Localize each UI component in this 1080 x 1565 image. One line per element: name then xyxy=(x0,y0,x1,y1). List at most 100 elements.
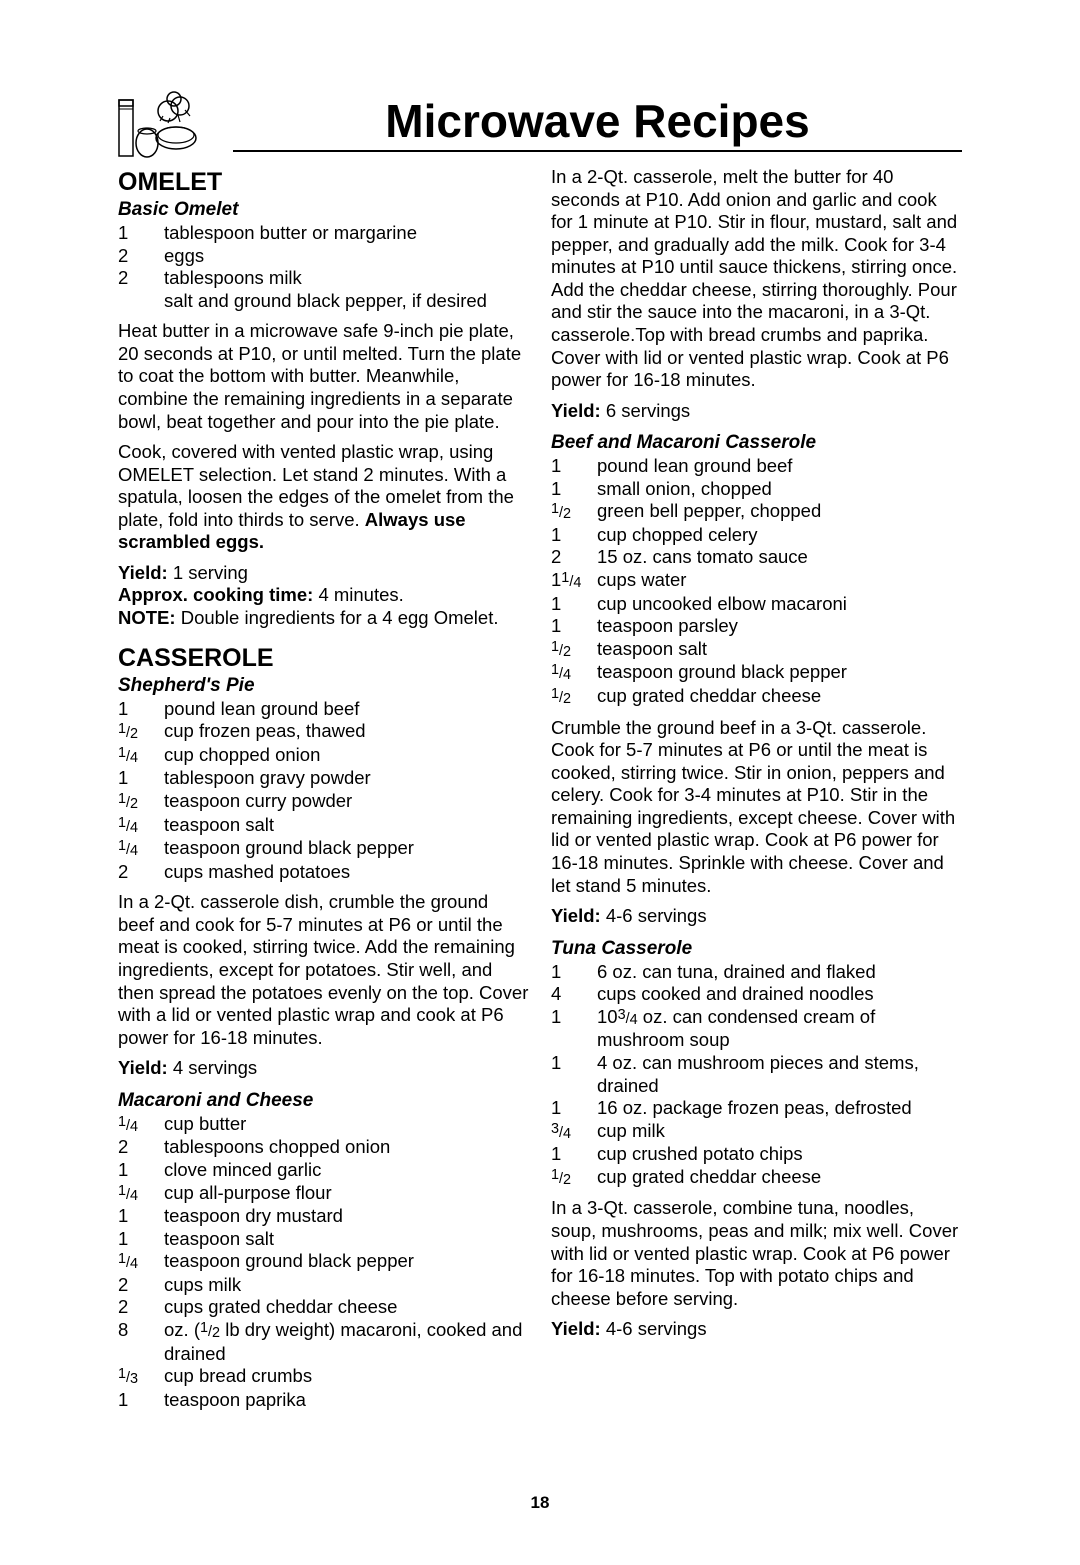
ingredient-qty: 2 xyxy=(118,267,164,290)
recipe-icon xyxy=(118,88,213,158)
ingredient-desc: cup butter xyxy=(164,1113,529,1137)
ingredient-qty: 1/4 xyxy=(118,814,164,838)
ingredient-desc: tablespoon butter or margarine xyxy=(164,222,529,245)
ingredient-desc: cups mashed potatoes xyxy=(164,861,529,884)
ingredient-row: 215 oz. cans tomato sauce xyxy=(551,546,962,569)
ingredient-desc: cups cooked and drained noodles xyxy=(597,983,962,1006)
ingredient-row: 16 oz. can tuna, drained and flaked xyxy=(551,961,962,984)
recipe-title-basic-omelet: Basic Omelet xyxy=(118,199,529,221)
ingredient-qty: 1 xyxy=(118,1205,164,1228)
ingredient-row: salt and ground black pepper, if desired xyxy=(118,290,529,313)
ingredient-qty: 11/4 xyxy=(551,569,597,593)
ingredient-row: 1/4teaspoon salt xyxy=(118,814,529,838)
ingredient-row: 1/4teaspoon ground black pepper xyxy=(118,1250,529,1274)
ingredients-beef: 1pound lean ground beef1small onion, cho… xyxy=(551,455,962,708)
ingredient-row: 14 oz. can mushroom pieces and stems, dr… xyxy=(551,1052,962,1097)
body-omelet-2: Cook, covered with vented plastic wrap, … xyxy=(118,441,529,554)
ingredient-desc: cup grated cheddar cheese xyxy=(597,1166,962,1190)
ingredient-desc: cup bread crumbs xyxy=(164,1365,529,1389)
ingredient-row: 2eggs xyxy=(118,245,529,268)
note-val: Double ingredients for a 4 egg Omelet. xyxy=(181,607,499,628)
ingredient-qty: 2 xyxy=(118,1274,164,1297)
ingredient-row: 1/4teaspoon ground black pepper xyxy=(551,661,962,685)
chapter-header: Microwave Recipes xyxy=(118,88,962,158)
body-shepherds: In a 2-Qt. casserole dish, crumble the g… xyxy=(118,891,529,1049)
ingredient-row: 2tablespoons milk xyxy=(118,267,529,290)
ingredient-row: 1/2green bell pepper, chopped xyxy=(551,500,962,524)
ingredient-qty: 1 xyxy=(551,961,597,984)
ingredient-desc: 103/4 oz. can condensed cream of mushroo… xyxy=(597,1006,962,1052)
ingredient-desc: teaspoon salt xyxy=(164,814,529,838)
ingredient-desc: teaspoon salt xyxy=(597,638,962,662)
approx-val: 4 minutes. xyxy=(318,584,403,605)
ingredient-qty: 1 xyxy=(118,1389,164,1412)
ingredient-row: 116 oz. package frozen peas, defrosted xyxy=(551,1097,962,1120)
ingredient-row: 1/4teaspoon ground black pepper xyxy=(118,837,529,861)
ingredient-qty: 3/4 xyxy=(551,1120,597,1144)
ingredient-desc: cups milk xyxy=(164,1274,529,1297)
ingredient-row: 1tablespoon gravy powder xyxy=(118,767,529,790)
ingredient-desc: pound lean ground beef xyxy=(164,698,529,721)
ingredient-qty: 1 xyxy=(118,1228,164,1251)
ingredient-row: 2tablespoons chopped onion xyxy=(118,1136,529,1159)
yield-label: Yield: xyxy=(551,905,606,926)
ingredient-qty: 2 xyxy=(118,245,164,268)
ingredient-desc: pound lean ground beef xyxy=(597,455,962,478)
ingredient-desc: tablespoons chopped onion xyxy=(164,1136,529,1159)
ingredient-row: 11/4cups water xyxy=(551,569,962,593)
ingredient-qty: 1 xyxy=(551,1006,597,1052)
body-mac: In a 2-Qt. casserole, melt the butter fo… xyxy=(551,166,962,392)
yield-beef: Yield: 4-6 servings xyxy=(551,905,962,928)
ingredient-desc: teaspoon ground black pepper xyxy=(597,661,962,685)
recipe-title-tuna: Tuna Casserole xyxy=(551,938,962,960)
yield-omelet: Yield: 1 serving Approx. cooking time: 4… xyxy=(118,562,529,630)
yield-tuna: Yield: 4-6 servings xyxy=(551,1318,962,1341)
ingredient-desc: cup chopped onion xyxy=(164,744,529,768)
ingredients-omelet: 1tablespoon butter or margarine2eggs2tab… xyxy=(118,222,529,312)
columns: OMELET Basic Omelet 1tablespoon butter o… xyxy=(118,164,962,1419)
ingredient-row: 8oz. (1/2 lb dry weight) macaroni, cooke… xyxy=(118,1319,529,1365)
yield-mac: Yield: 6 servings xyxy=(551,400,962,423)
ingredient-row: 1pound lean ground beef xyxy=(118,698,529,721)
ingredient-desc: teaspoon ground black pepper xyxy=(164,837,529,861)
ingredient-desc: cups water xyxy=(597,569,962,593)
ingredient-qty: 1 xyxy=(118,222,164,245)
ingredient-qty: 1/2 xyxy=(118,790,164,814)
yield-val: 6 servings xyxy=(606,400,690,421)
ingredient-qty: 1 xyxy=(551,455,597,478)
ingredient-qty: 1/4 xyxy=(118,1113,164,1137)
ingredient-row: 1teaspoon parsley xyxy=(551,615,962,638)
ingredient-row: 1/2teaspoon salt xyxy=(551,638,962,662)
ingredient-desc: cup frozen peas, thawed xyxy=(164,720,529,744)
ingredient-qty: 4 xyxy=(551,983,597,1006)
ingredient-qty: 1 xyxy=(551,524,597,547)
ingredient-desc: oz. (1/2 lb dry weight) macaroni, cooked… xyxy=(164,1319,529,1365)
ingredient-qty: 1 xyxy=(118,698,164,721)
yield-shepherds: Yield: 4 servings xyxy=(118,1057,529,1080)
ingredient-qty: 1/4 xyxy=(551,661,597,685)
ingredient-desc: cup all-purpose flour xyxy=(164,1182,529,1206)
ingredient-row: 1pound lean ground beef xyxy=(551,455,962,478)
ingredient-qty: 1 xyxy=(551,478,597,501)
ingredient-desc: cup milk xyxy=(597,1120,962,1144)
ingredient-desc: green bell pepper, chopped xyxy=(597,500,962,524)
yield-val: 4-6 servings xyxy=(606,1318,707,1339)
body-omelet-1: Heat butter in a microwave safe 9-inch p… xyxy=(118,320,529,433)
ingredient-qty: 2 xyxy=(118,861,164,884)
ingredients-tuna: 16 oz. can tuna, drained and flaked4cups… xyxy=(551,961,962,1190)
ingredient-qty: 1/4 xyxy=(118,744,164,768)
section-casserole: CASSEROLE xyxy=(118,644,529,673)
ingredient-row: 1/2cup grated cheddar cheese xyxy=(551,1166,962,1190)
yield-val: 4 servings xyxy=(173,1057,257,1078)
recipe-title-shepherds: Shepherd's Pie xyxy=(118,675,529,697)
ingredient-row: 1/4cup all-purpose flour xyxy=(118,1182,529,1206)
ingredient-qty: 1 xyxy=(551,1097,597,1120)
ingredient-desc: cup crushed potato chips xyxy=(597,1143,962,1166)
ingredient-qty: 1/2 xyxy=(551,500,597,524)
ingredient-qty: 1/4 xyxy=(118,837,164,861)
ingredient-desc: 15 oz. cans tomato sauce xyxy=(597,546,962,569)
left-column: OMELET Basic Omelet 1tablespoon butter o… xyxy=(118,164,529,1419)
ingredient-desc: cup uncooked elbow macaroni xyxy=(597,593,962,616)
title-wrap: Microwave Recipes xyxy=(233,94,962,152)
ingredient-qty: 1/2 xyxy=(551,1166,597,1190)
